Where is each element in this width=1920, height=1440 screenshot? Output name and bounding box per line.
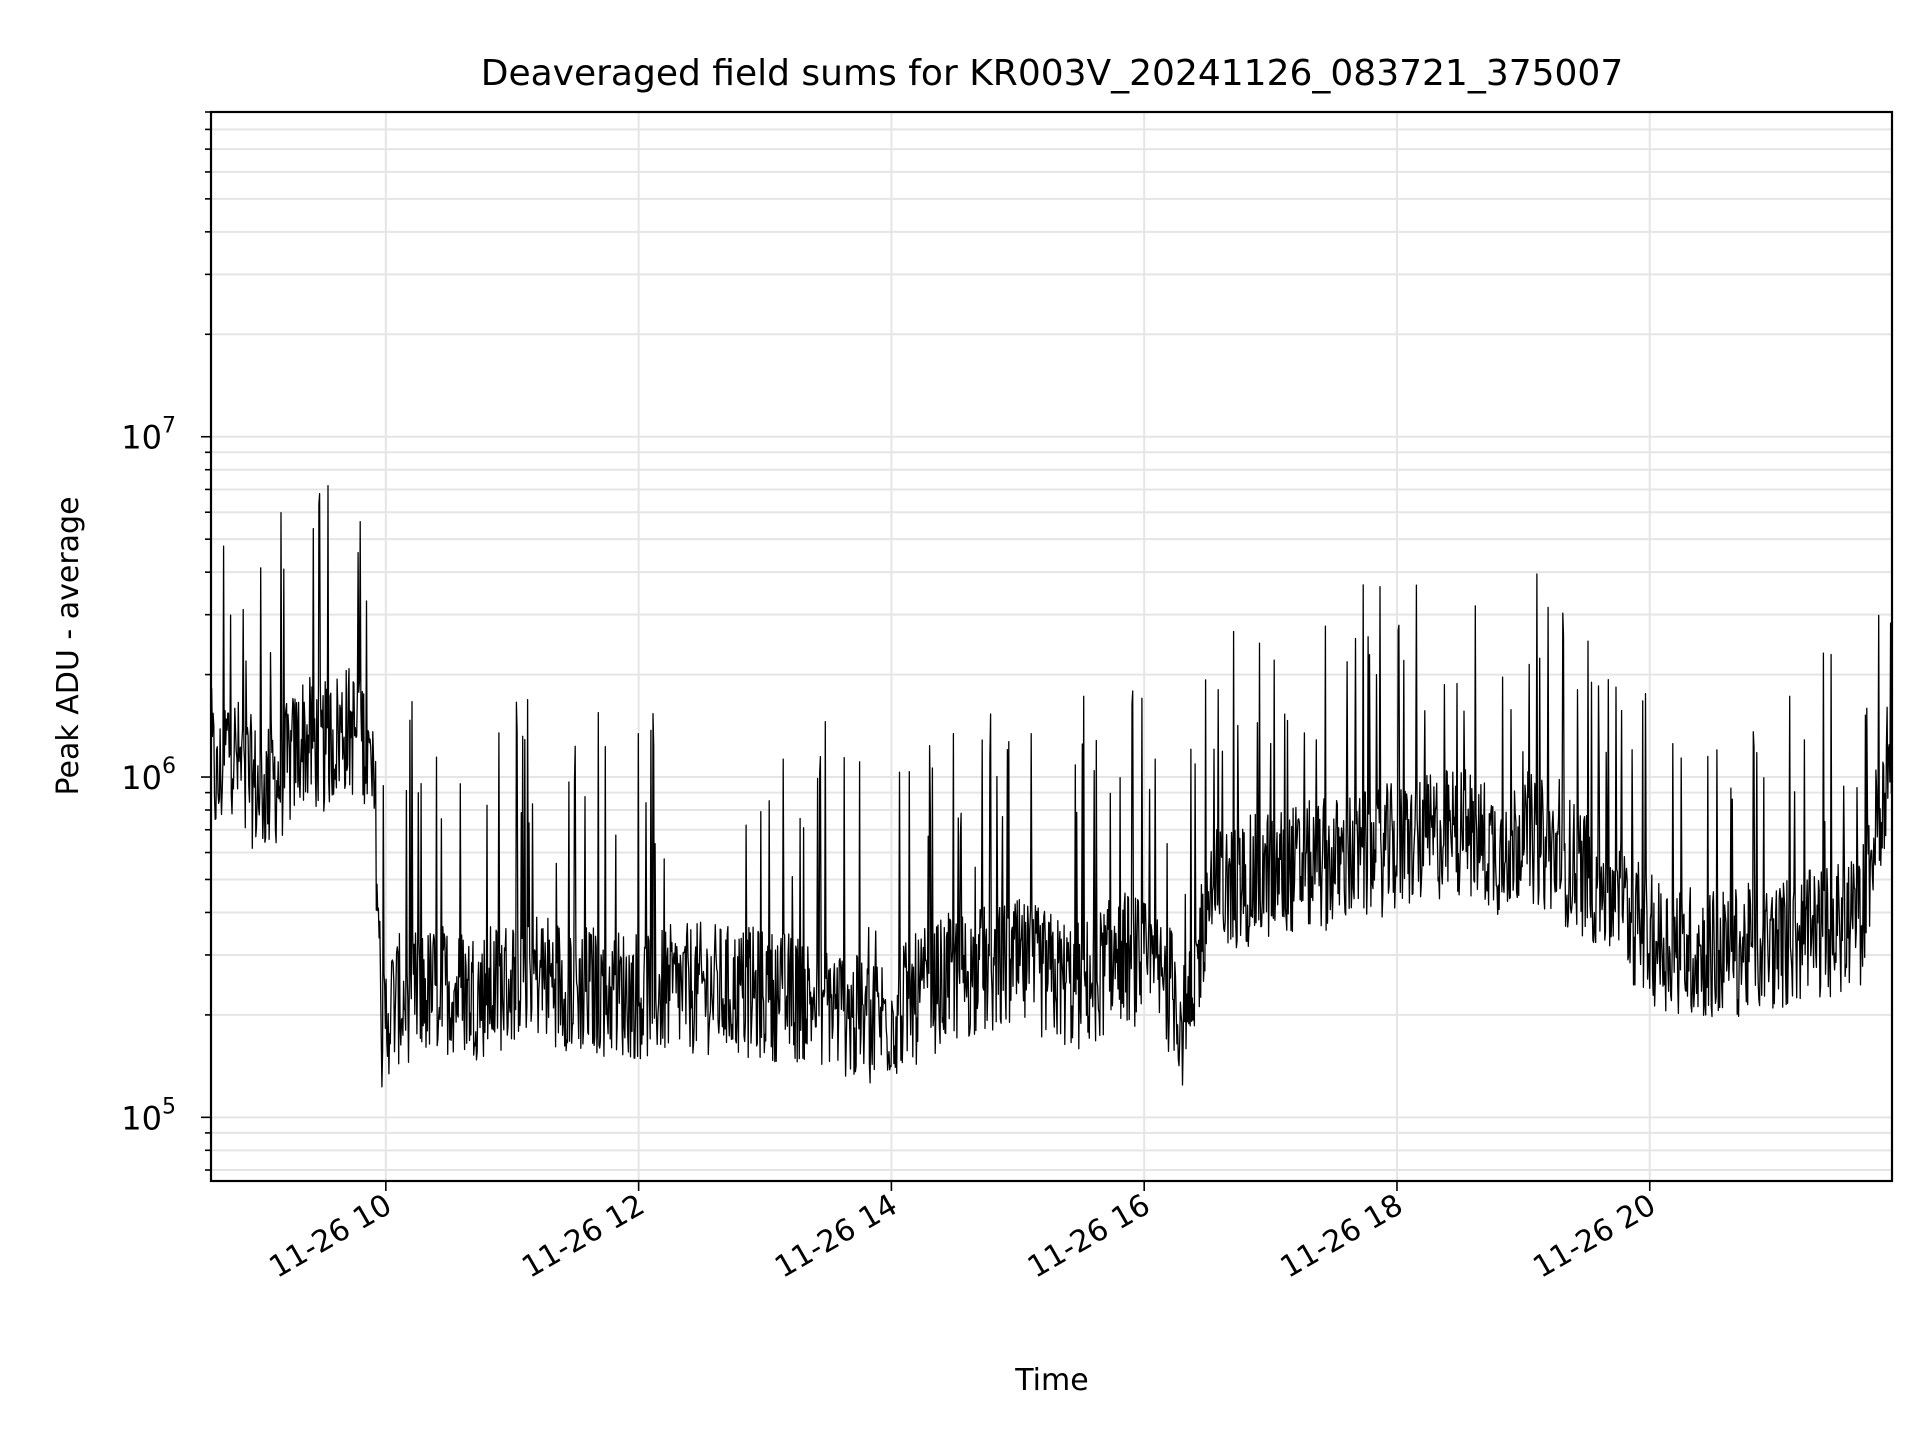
x-tick-label: 11-26 12	[516, 1188, 650, 1286]
series-line	[210, 485, 1893, 1088]
plot-area	[210, 485, 1893, 1088]
y-tick-exponent: 7	[162, 414, 176, 439]
x-tick-label: 11-26 10	[264, 1188, 398, 1286]
y-tick-label: 10	[121, 1099, 162, 1137]
x-tick-label: 11-26 16	[1022, 1188, 1156, 1286]
y-tick-exponent: 6	[162, 754, 176, 779]
y-axis-label: Peak ADU - average	[51, 496, 86, 795]
y-tick-label: 10	[121, 759, 162, 797]
plot-frame	[209, 110, 1894, 1183]
x-tick-label: 11-26 18	[1275, 1188, 1409, 1286]
y-tick-exponent: 5	[162, 1094, 176, 1119]
x-tick-label: 11-26 14	[769, 1188, 903, 1286]
grid-lines	[211, 111, 1892, 1181]
x-tick-label: 11-26 20	[1527, 1188, 1661, 1286]
y-tick-label: 10	[121, 419, 162, 457]
chart-title: Deaveraged field sums for KR003V_2024112…	[481, 53, 1624, 94]
x-axis: 11-26 10 11-26 12 11-26 14 11-26 16 11-26 18…	[264, 1181, 1662, 1285]
x-axis-label: Time	[1014, 1363, 1088, 1398]
